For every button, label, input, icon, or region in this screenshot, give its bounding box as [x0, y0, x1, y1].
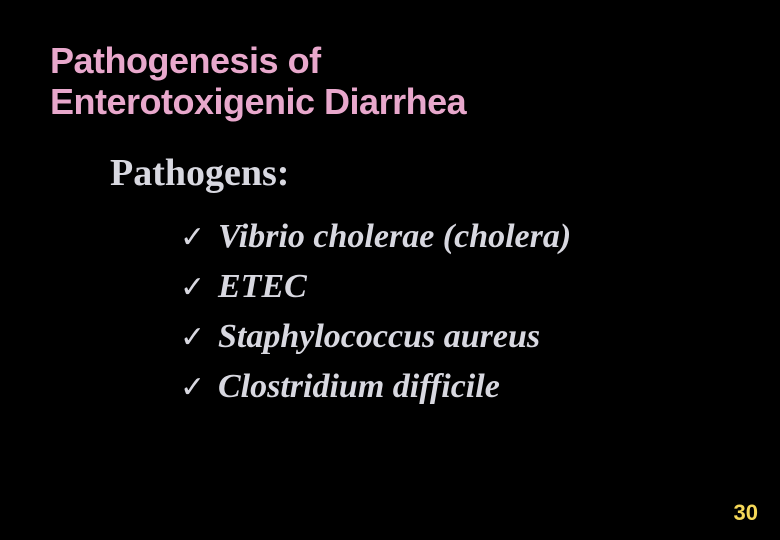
bullet-list: ✓ Vibrio cholerae (cholera) ✓ ETEC ✓ Sta… — [180, 215, 730, 410]
list-item: ✓ Vibrio cholerae (cholera) — [180, 215, 730, 259]
slide: Pathogenesis of Enterotoxigenic Diarrhea… — [0, 0, 780, 540]
slide-title: Pathogenesis of Enterotoxigenic Diarrhea — [50, 40, 730, 123]
check-icon: ✓ — [180, 370, 208, 405]
list-item-text: Clostridium difficile — [218, 365, 500, 409]
list-item: ✓ Clostridium difficile — [180, 365, 730, 409]
title-line-2: Enterotoxigenic Diarrhea — [50, 81, 466, 122]
list-item: ✓ ETEC — [180, 265, 730, 309]
check-icon: ✓ — [180, 270, 208, 305]
page-number: 30 — [734, 500, 758, 526]
list-item: ✓ Staphylococcus aureus — [180, 315, 730, 359]
slide-subtitle: Pathogens: — [110, 151, 730, 195]
list-item-text: ETEC — [218, 265, 307, 309]
check-icon: ✓ — [180, 320, 208, 355]
list-item-text: Vibrio cholerae (cholera) — [218, 215, 571, 259]
title-line-1: Pathogenesis of — [50, 40, 321, 81]
list-item-text: Staphylococcus aureus — [218, 315, 540, 359]
check-icon: ✓ — [180, 220, 208, 255]
